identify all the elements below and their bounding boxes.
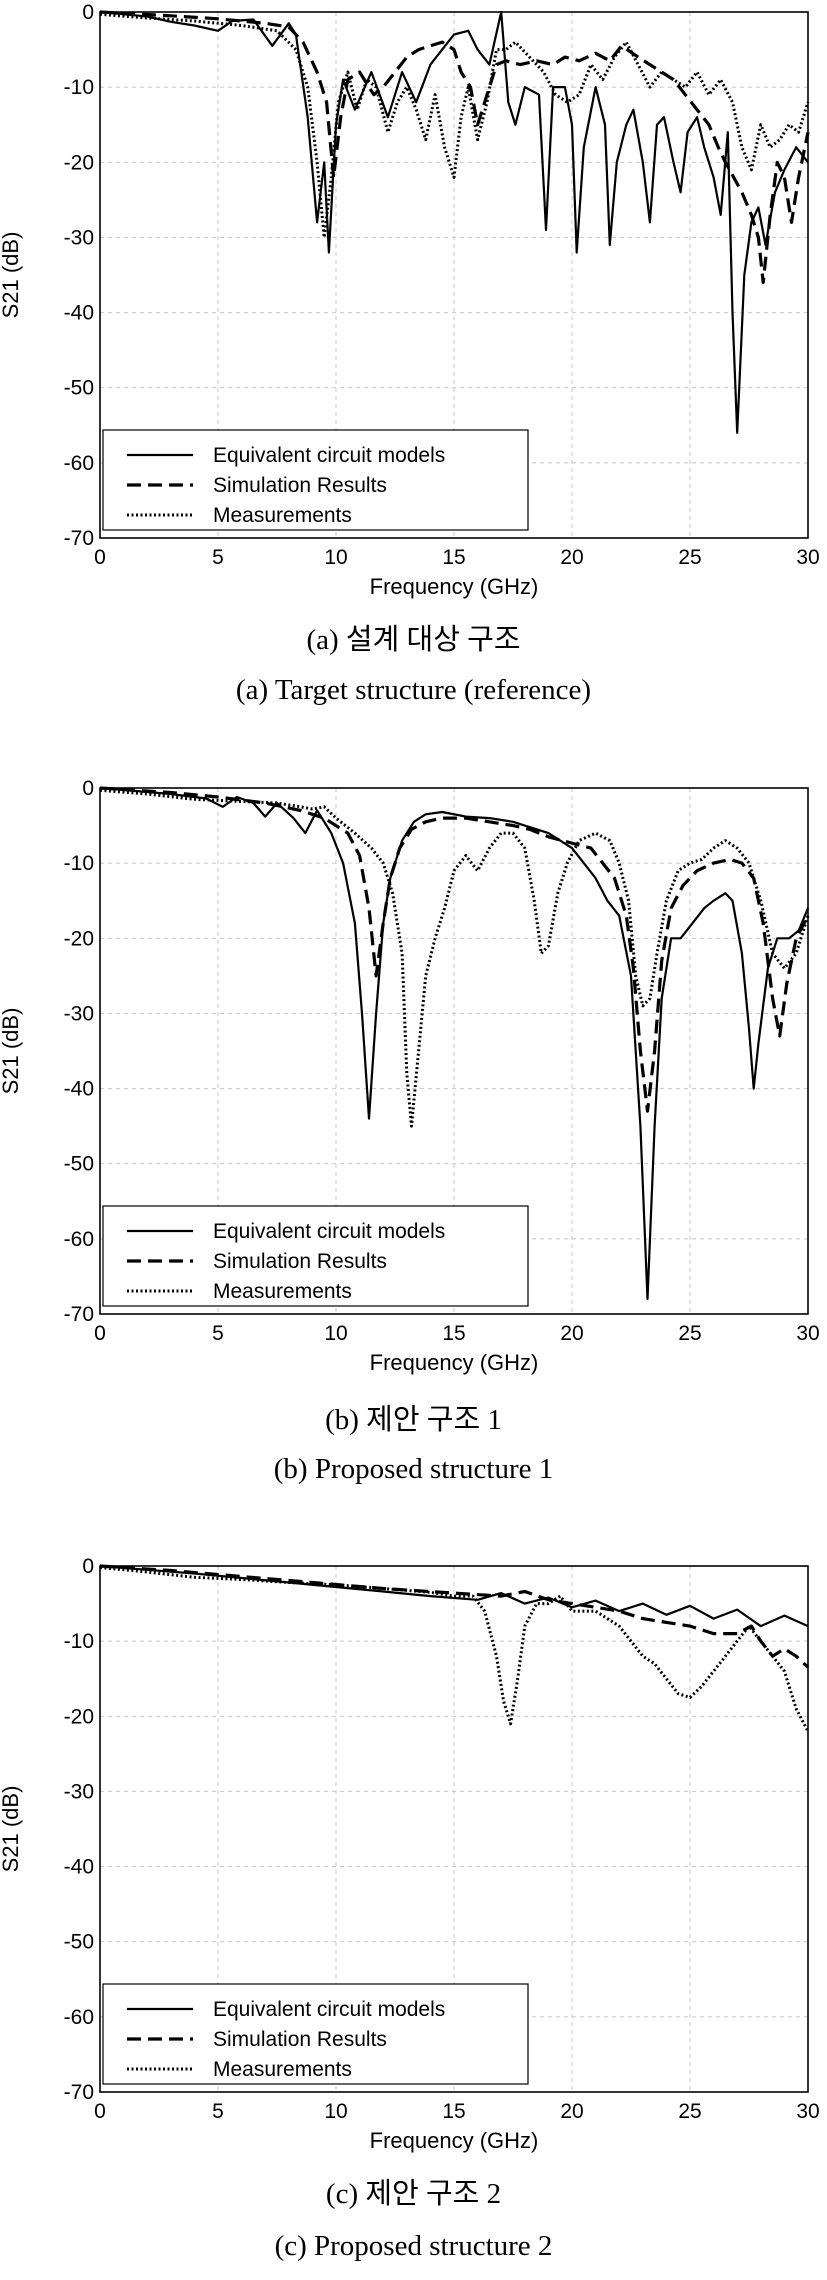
y-tick-label: -50 — [64, 1931, 94, 1954]
y-tick-label: 0 — [82, 1, 94, 24]
x-tick-label: 10 — [324, 1322, 347, 1345]
legend-label: Measurements — [213, 1280, 352, 1303]
legend-box — [102, 429, 529, 531]
y-tick-label: -40 — [64, 1856, 94, 1879]
x-tick-label: 15 — [442, 2100, 465, 2123]
y-tick-label: -10 — [64, 1630, 94, 1653]
caption-en-c: (c) Proposed structure 2 — [274, 2230, 553, 2262]
caption-ko-c: (c) 제안 구조 2 — [325, 2178, 502, 2210]
x-tick-label: 0 — [94, 546, 106, 569]
x-tick-label: 5 — [212, 2100, 224, 2123]
x-tick-label: 5 — [212, 1322, 224, 1345]
x-tick-label: 25 — [678, 1322, 701, 1345]
series-line-solid — [99, 1564, 809, 1628]
x-tick-label: 25 — [678, 546, 701, 569]
series-line-dotted — [99, 788, 810, 1128]
chart-panel-b: 0 5 10 15 20 25 30 0 -10 -20 -30 -40 -50 -60 -70 Freque… — [0, 777, 820, 1375]
series-line-dashed — [99, 786, 810, 1113]
caption-en-b: (b) Proposed structure 1 — [273, 1453, 554, 1485]
x-tick-label: 0 — [94, 1322, 106, 1345]
y-tick-label: -50 — [64, 1153, 94, 1176]
legend: Equivalent circuit models Simulation Resu… — [102, 1983, 529, 2085]
series-line-solid — [99, 786, 810, 1301]
y-tick-label: -40 — [64, 1078, 94, 1101]
x-tick-label: 20 — [560, 1322, 583, 1345]
legend-label: Simulation Results — [213, 1250, 387, 1273]
y-tick-label: -40 — [64, 302, 94, 325]
x-tick-label: 15 — [442, 1322, 465, 1345]
caption-en-a: (a) Target structure (reference) — [235, 674, 592, 706]
legend: Equivalent circuit models Simulation Resu… — [102, 1205, 529, 1307]
y-tick-label: -70 — [64, 2081, 94, 2104]
chart-panel-a: 0 5 10 15 20 25 30 0 -10 -20 -30 -40 -50 -60 -70 Freque… — [0, 1, 820, 599]
y-tick-label: -70 — [64, 1303, 94, 1326]
legend-label: Equivalent circuit models — [213, 444, 445, 467]
y-tick-label: 0 — [82, 1555, 94, 1578]
caption-ko-a: (a) 설계 대상 구조 — [306, 624, 521, 656]
x-tick-label: 20 — [560, 546, 583, 569]
y-tick-label: -30 — [64, 1002, 94, 1025]
y-tick-label: -30 — [64, 226, 94, 249]
y-axis-title: S21 (dB) — [0, 1008, 23, 1095]
legend-label: Measurements — [213, 504, 352, 527]
caption-ko-b: (b) 제안 구조 1 — [325, 1404, 502, 1436]
y-tick-label: -60 — [64, 452, 94, 475]
series-line-dashed — [99, 10, 810, 285]
y-tick-label: -60 — [64, 2006, 94, 2029]
x-tick-label: 0 — [94, 2100, 106, 2123]
legend-label: Measurements — [213, 2058, 352, 2081]
y-tick-label: -60 — [64, 1228, 94, 1251]
x-axis-title: Frequency (GHz) — [370, 1350, 539, 1375]
y-tick-label: -10 — [64, 76, 94, 99]
series-line-dotted — [99, 1566, 810, 1732]
legend-label: Equivalent circuit models — [213, 1998, 445, 2021]
legend-box — [102, 1205, 529, 1307]
y-tick-label: -20 — [64, 927, 94, 950]
y-tick-label: -20 — [64, 1705, 94, 1728]
plot-frame — [99, 11, 809, 539]
y-tick-label: -50 — [64, 377, 94, 400]
x-tick-label: 30 — [796, 1322, 819, 1345]
x-axis-title: Frequency (GHz) — [370, 574, 539, 599]
x-tick-label: 10 — [324, 2100, 347, 2123]
y-axis-title: S21 (dB) — [0, 232, 23, 319]
series-line-solid — [99, 10, 809, 434]
y-tick-label: -10 — [64, 852, 94, 875]
y-axis-title: S21 (dB) — [0, 1786, 23, 1873]
legend-label: Simulation Results — [213, 474, 387, 497]
plot-frame — [99, 1565, 809, 2093]
y-tick-label: -70 — [64, 527, 94, 550]
x-tick-label: 20 — [560, 2100, 583, 2123]
chart-panel-c: 0 5 10 15 20 25 30 0 -10 -20 -30 -40 -50 -60 -70 Freque… — [0, 1555, 820, 2153]
x-tick-label: 15 — [442, 546, 465, 569]
x-tick-label: 10 — [324, 546, 347, 569]
legend-label: Simulation Results — [213, 2028, 387, 2051]
y-tick-label: 0 — [82, 777, 94, 800]
x-tick-label: 25 — [678, 2100, 701, 2123]
legend: Equivalent circuit models Simulation Resu… — [102, 429, 529, 531]
legend-label: Equivalent circuit models — [213, 1220, 445, 1243]
x-tick-label: 30 — [796, 546, 819, 569]
legend-box — [102, 1983, 529, 2085]
plot-frame — [99, 787, 809, 1315]
x-tick-label: 30 — [796, 2100, 819, 2123]
x-tick-label: 5 — [212, 546, 224, 569]
x-axis-title: Frequency (GHz) — [370, 2128, 539, 2153]
series-line-dotted — [99, 12, 810, 239]
y-tick-label: -30 — [64, 1780, 94, 1803]
y-tick-label: -20 — [64, 151, 94, 174]
